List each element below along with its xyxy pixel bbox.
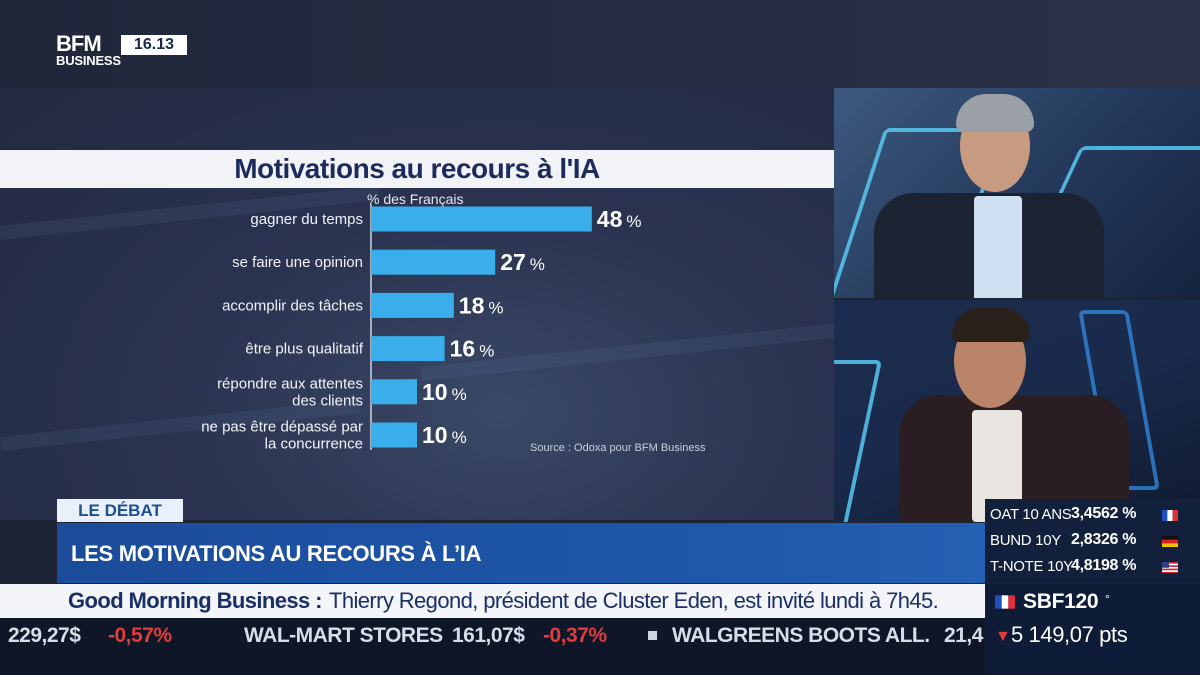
rate-label: BUND 10Y — [990, 532, 1061, 549]
crawl-text: Thierry Regond, président de Cluster Ede… — [329, 588, 939, 613]
category-label-0: gagner du temps — [250, 211, 363, 228]
value-label-4: 10% — [422, 379, 467, 405]
bar-1 — [371, 249, 496, 275]
ticker-item: 21,4 — [944, 624, 983, 647]
category-label-2: accomplir des tâches — [222, 297, 363, 314]
down-arrow-icon: ▼ — [995, 628, 1011, 645]
chart-panel: Motivations au recours à l'IA % des Fran… — [0, 88, 834, 520]
crawl-show-name: Good Morning Business : — [68, 588, 322, 613]
rate-row: OAT 10 ANS 3,4562 % — [985, 502, 1200, 528]
category-label-3: être plus qualitatif — [245, 341, 363, 358]
guest-video-bottom — [834, 300, 1200, 522]
headline: LES MOTIVATIONS AU RECOURS À L’IA — [71, 541, 482, 566]
rate-row: T-NOTE 10Y 4,8198 % — [985, 554, 1200, 580]
index-box: SBF120 ° ▼ 5 149,07 pts — [985, 584, 1200, 675]
rate-value: 3,4562 % — [1071, 505, 1137, 522]
guest-hair — [952, 308, 1030, 342]
germany-flag-icon — [1162, 536, 1178, 547]
chart-source: Source : Odoxa pour BFM Business — [530, 442, 706, 454]
category-label-1: se faire une opinion — [232, 254, 363, 271]
rate-row: BUND 10Y 2,8326 % — [985, 528, 1200, 554]
ticker-item: 161,07$ — [452, 624, 525, 647]
bar-4 — [371, 379, 417, 405]
guest-video-top — [834, 88, 1200, 298]
ticker-item: WAL-MART STORES — [244, 624, 443, 647]
chart-title: Motivations au recours à l'IA — [234, 153, 600, 184]
index-value: 5 149,07 pts — [1011, 622, 1128, 647]
index-name: SBF120 — [1023, 590, 1099, 613]
value-label-5: 10% — [422, 422, 467, 448]
logo-line2: BUSINESS — [56, 52, 121, 68]
rate-label: OAT 10 ANS — [990, 506, 1072, 523]
france-flag-icon — [1162, 510, 1178, 521]
category-label-5: ne pas être dépassé par la concurrence — [201, 419, 363, 453]
category-label-4: répondre aux attentes des clients — [217, 375, 363, 409]
top-bar: BFM BUSINESS 16.13 — [0, 0, 1200, 88]
clock: 16.13 — [121, 35, 187, 55]
guest-shirt — [974, 196, 1022, 298]
guest-hair — [956, 94, 1034, 132]
rate-value: 4,8198 % — [1071, 557, 1137, 574]
bar-chart: % des Français 48 % gagner du temps 27 % se fa… — [201, 191, 706, 454]
france-flag-icon — [995, 595, 1015, 609]
bar-5 — [371, 422, 417, 448]
usa-flag-icon — [1162, 562, 1178, 573]
neon-decor — [834, 360, 883, 522]
news-crawl: Good Morning Business : Thierry Regond, … — [0, 584, 985, 618]
ticker-separator — [648, 631, 657, 640]
bar-2 — [371, 292, 454, 318]
channel-logo: BFM BUSINESS — [56, 31, 121, 68]
headline-bar: LES MOTIVATIONS AU RECOURS À L’IA — [57, 523, 985, 583]
bar-3 — [371, 336, 445, 362]
value-label-3: 16% — [450, 336, 495, 362]
value-label-2: 18% — [459, 292, 504, 318]
ticker-item: 229,27$ — [8, 624, 81, 647]
value-label-1: 27% — [500, 249, 545, 275]
chart-subtitle: % des Français — [367, 191, 463, 207]
rates-box: OAT 10 ANS 3,4562 % BUND 10Y 2,8326 % T-NOTE… — [985, 499, 1200, 583]
ticker-item: -0,57% — [108, 624, 172, 647]
ticker-item: WALGREENS BOOTS ALL. — [672, 624, 930, 647]
index-marker: ° — [1105, 592, 1110, 606]
rate-label: T-NOTE 10Y — [990, 558, 1073, 575]
section-tag: LE DÉBAT — [57, 499, 183, 522]
chart-title-bar: Motivations au recours à l'IA — [0, 150, 834, 188]
bar-0 — [371, 206, 592, 232]
rate-value: 2,8326 % — [1071, 531, 1137, 548]
value-label-0: 48% — [597, 206, 642, 232]
stock-ticker: 229,27$ -0,57% WAL-MART STORES 161,07$ -0,37… — [0, 618, 985, 675]
logo-line1: BFM — [56, 31, 102, 56]
ticker-item: -0,37% — [543, 624, 607, 647]
